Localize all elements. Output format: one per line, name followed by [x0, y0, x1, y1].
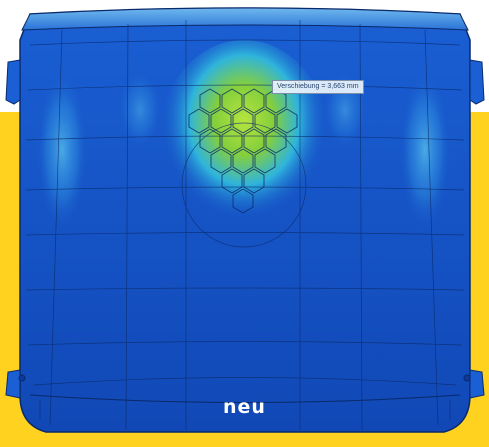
left-stress-glow — [36, 70, 88, 230]
right-mount-tab — [469, 59, 485, 105]
right-lower-tab — [469, 369, 485, 399]
version-label: neu — [223, 396, 266, 418]
lower-trim-line — [29, 394, 461, 403]
panel-top-rim — [21, 7, 469, 31]
left-mid-glow — [118, 70, 162, 150]
hexagon-pattern — [188, 88, 298, 214]
left-bolt — [18, 374, 26, 382]
displacement-measurement-label: Verschiebung = 3,663 mm — [272, 80, 364, 94]
right-stress-glow — [399, 70, 451, 230]
right-bolt — [463, 374, 471, 382]
left-mount-tab — [5, 59, 21, 105]
left-lower-tab — [5, 369, 21, 399]
